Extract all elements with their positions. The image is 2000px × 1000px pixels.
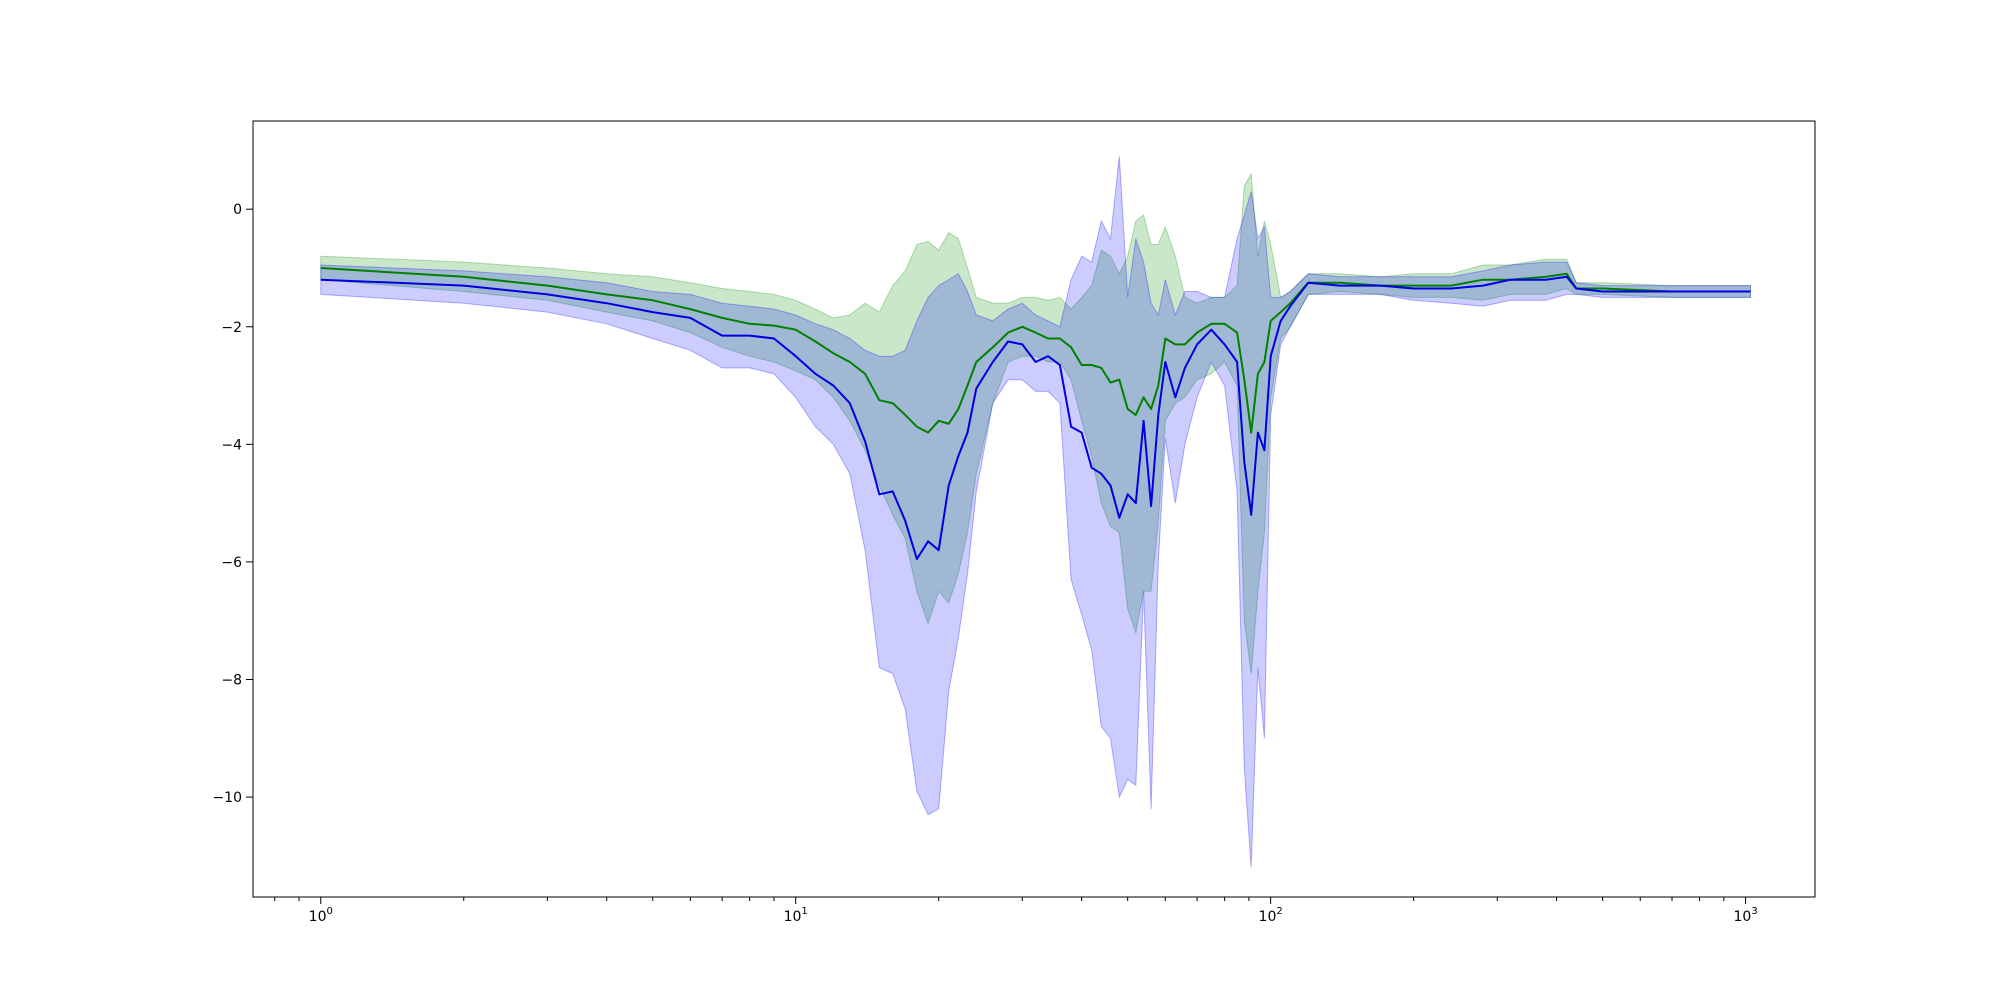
y-tick-label: −8 [221,672,242,688]
series-2-line [320,275,1751,560]
series-1-line [320,267,1751,434]
series-2-band [320,156,1751,868]
y-tick-label: 0 [233,202,242,218]
y-tick-label: −10 [212,790,242,806]
y-tick-label: −6 [221,555,242,571]
y-tick-label: −2 [221,320,242,336]
series-1-band [320,172,1751,674]
axes-frame [252,120,1816,898]
y-tick-label: −4 [221,437,242,453]
plot-area [320,156,1751,868]
